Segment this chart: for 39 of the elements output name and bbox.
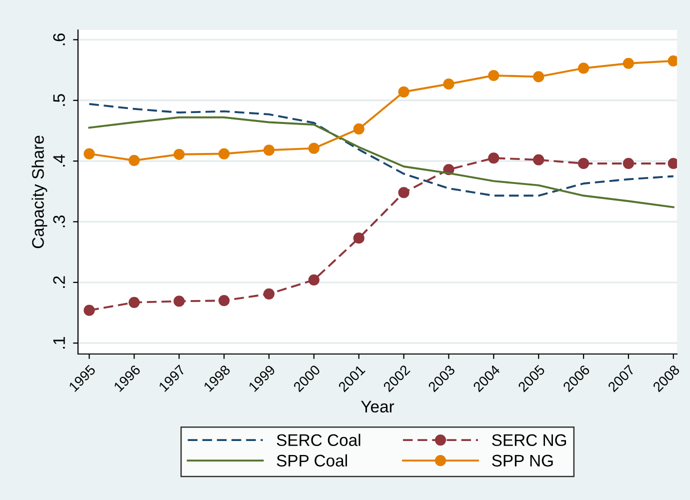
legend-label: SERC NG (492, 434, 566, 446)
point (533, 154, 544, 166)
point (174, 296, 185, 307)
point (488, 152, 500, 164)
point (263, 144, 275, 156)
point (218, 148, 230, 160)
point (578, 158, 590, 170)
point (353, 232, 364, 244)
point (353, 123, 364, 134)
y-tick-label: .5 (53, 94, 65, 106)
y-tick-label: .1 (53, 336, 65, 349)
legend-label: SERC Coal (276, 434, 360, 446)
point (308, 274, 320, 286)
point (488, 70, 500, 82)
y-tick-label: .4 (53, 154, 65, 166)
point (174, 148, 185, 160)
y-axis-title: Capacity Share (32, 136, 48, 248)
point (263, 288, 275, 300)
point (578, 62, 590, 74)
point (398, 187, 410, 198)
y-tick-label: .2 (53, 276, 65, 288)
point (308, 142, 320, 154)
x-axis-title: Year (361, 400, 394, 413)
point (533, 71, 544, 82)
y-tick-label: .6 (53, 33, 65, 46)
point (128, 154, 140, 166)
point (128, 296, 140, 308)
legend-label: SPP Coal (276, 454, 347, 467)
legend-label: SPP NG (492, 454, 553, 467)
point (398, 86, 410, 98)
line-series (88, 103, 674, 197)
point (84, 304, 95, 316)
point (443, 78, 454, 90)
line-series (88, 116, 674, 208)
point (218, 295, 230, 306)
point (84, 148, 95, 160)
point (622, 158, 634, 170)
y-tick-label: .3 (53, 216, 65, 228)
point (622, 58, 634, 69)
